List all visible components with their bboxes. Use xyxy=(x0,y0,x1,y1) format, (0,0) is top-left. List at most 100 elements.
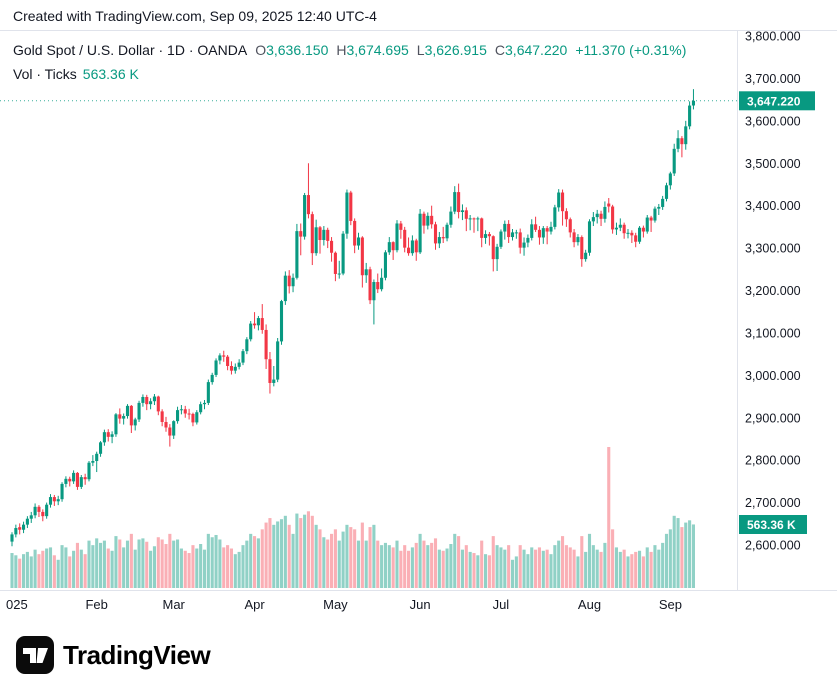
price-tick-label: 3,100.000 xyxy=(745,326,801,340)
price-scale[interactable]: 2,600.000 2,700.000 2,800.000 2,900.000 3,00… xyxy=(745,30,801,553)
candle-body xyxy=(576,237,580,243)
candle-body xyxy=(164,421,168,428)
candle-body xyxy=(172,421,176,436)
candle-body xyxy=(360,237,364,276)
candle-body xyxy=(545,228,549,232)
volume-bar xyxy=(68,556,72,588)
volume-bar xyxy=(599,551,603,588)
volume-bar xyxy=(661,542,665,588)
volume-bar xyxy=(199,544,203,588)
open-value: 3,636.150 xyxy=(266,41,329,58)
panel-separators xyxy=(0,30,837,591)
candle-body xyxy=(99,442,103,454)
volume-bar xyxy=(491,536,495,588)
volume-bar xyxy=(433,538,438,588)
volume-bar xyxy=(603,542,607,588)
candle-body xyxy=(75,472,79,487)
candle-body xyxy=(441,237,445,239)
candle-body xyxy=(499,231,503,247)
candle-body xyxy=(480,218,484,238)
candle-body xyxy=(22,524,26,530)
volume-bar xyxy=(484,554,488,588)
time-tick-label: Jun xyxy=(410,597,431,612)
price-tick-label: 3,700.000 xyxy=(745,72,801,86)
footer-brand[interactable]: TradingView xyxy=(16,636,211,674)
time-tick-label: 025 xyxy=(6,597,28,612)
volume-bar xyxy=(376,540,380,588)
candle-body xyxy=(457,192,461,213)
candle-body xyxy=(29,515,33,519)
volume-bar xyxy=(561,536,565,588)
candle-body xyxy=(518,232,522,248)
candle-body xyxy=(18,527,22,530)
volume-bar xyxy=(349,527,353,588)
volume-bar xyxy=(156,537,160,588)
volume-bar xyxy=(149,550,153,588)
candle-body xyxy=(383,252,387,278)
volume-bar xyxy=(345,524,349,588)
volume-bar xyxy=(333,529,337,588)
symbol-title[interactable]: Gold Spot / U.S. Dollar · 1D · OANDA xyxy=(13,41,248,58)
volume-bar xyxy=(137,539,141,588)
candle-body xyxy=(611,206,615,230)
candle-body xyxy=(376,282,380,290)
candle-body xyxy=(279,301,284,342)
volume-bar xyxy=(256,538,260,588)
candle-body xyxy=(287,275,291,287)
candle-body xyxy=(418,213,422,253)
candle-body xyxy=(295,231,299,278)
candle-body xyxy=(514,232,518,234)
candle-body xyxy=(125,405,130,417)
volume-bar xyxy=(241,545,245,588)
volume-bar xyxy=(322,537,326,588)
candle-body xyxy=(106,432,110,437)
candle-body xyxy=(537,229,541,238)
volume-bar xyxy=(403,545,407,588)
tradingview-logo-icon[interactable] xyxy=(16,636,54,674)
volume-bar xyxy=(476,555,480,588)
volume-bar xyxy=(541,550,545,588)
volume-bar xyxy=(245,540,249,588)
volume-bar xyxy=(195,548,199,588)
candle-body xyxy=(160,411,164,422)
candle-body xyxy=(191,413,195,423)
candle-body xyxy=(168,427,172,436)
candlestick-chart[interactable]: 2,600.000 2,700.000 2,800.000 2,900.000 3,00… xyxy=(0,0,837,622)
volume-bar xyxy=(638,550,642,588)
volume-bar xyxy=(514,556,518,588)
volume-bar xyxy=(79,549,83,588)
candle-body xyxy=(437,237,441,244)
volume-bar xyxy=(399,550,403,588)
candle-body xyxy=(595,213,599,218)
symbol-ohlc-row: Gold Spot / U.S. Dollar · 1D · OANDA O3,… xyxy=(13,39,686,60)
candle-body xyxy=(661,198,665,207)
volume-bar xyxy=(45,548,49,588)
low-pair: L3,626.915 xyxy=(417,42,487,58)
candle-body xyxy=(202,402,207,405)
candle-body xyxy=(422,213,426,226)
volume-bar xyxy=(48,547,53,588)
volume-bar xyxy=(611,529,615,588)
volume-bar xyxy=(14,555,18,588)
price-tick-label: 3,400.000 xyxy=(745,199,801,213)
last-price-value: 3,647.220 xyxy=(747,94,801,108)
candle-body xyxy=(253,323,257,326)
volume-bar xyxy=(499,547,503,588)
volume-bar xyxy=(414,542,418,588)
candle-body xyxy=(507,223,511,238)
candle-body xyxy=(526,237,530,243)
price-tick-label: 2,800.000 xyxy=(745,454,801,468)
candle-body xyxy=(410,240,414,254)
candle-body xyxy=(356,237,361,246)
volume-bar xyxy=(668,529,672,588)
volume-bar xyxy=(383,542,387,588)
volume-bar xyxy=(52,555,56,588)
candle-body xyxy=(226,356,230,366)
volume-bar xyxy=(526,554,530,588)
volume-indicator-label[interactable]: Vol · Ticks xyxy=(13,65,77,82)
time-scale[interactable]: 025 Feb Mar Apr May Jun Jul Aug Sep xyxy=(6,597,682,612)
volume-bar xyxy=(279,519,284,588)
volume-bar xyxy=(472,553,476,588)
volume-bar xyxy=(649,551,653,588)
volume-bar xyxy=(303,514,307,588)
